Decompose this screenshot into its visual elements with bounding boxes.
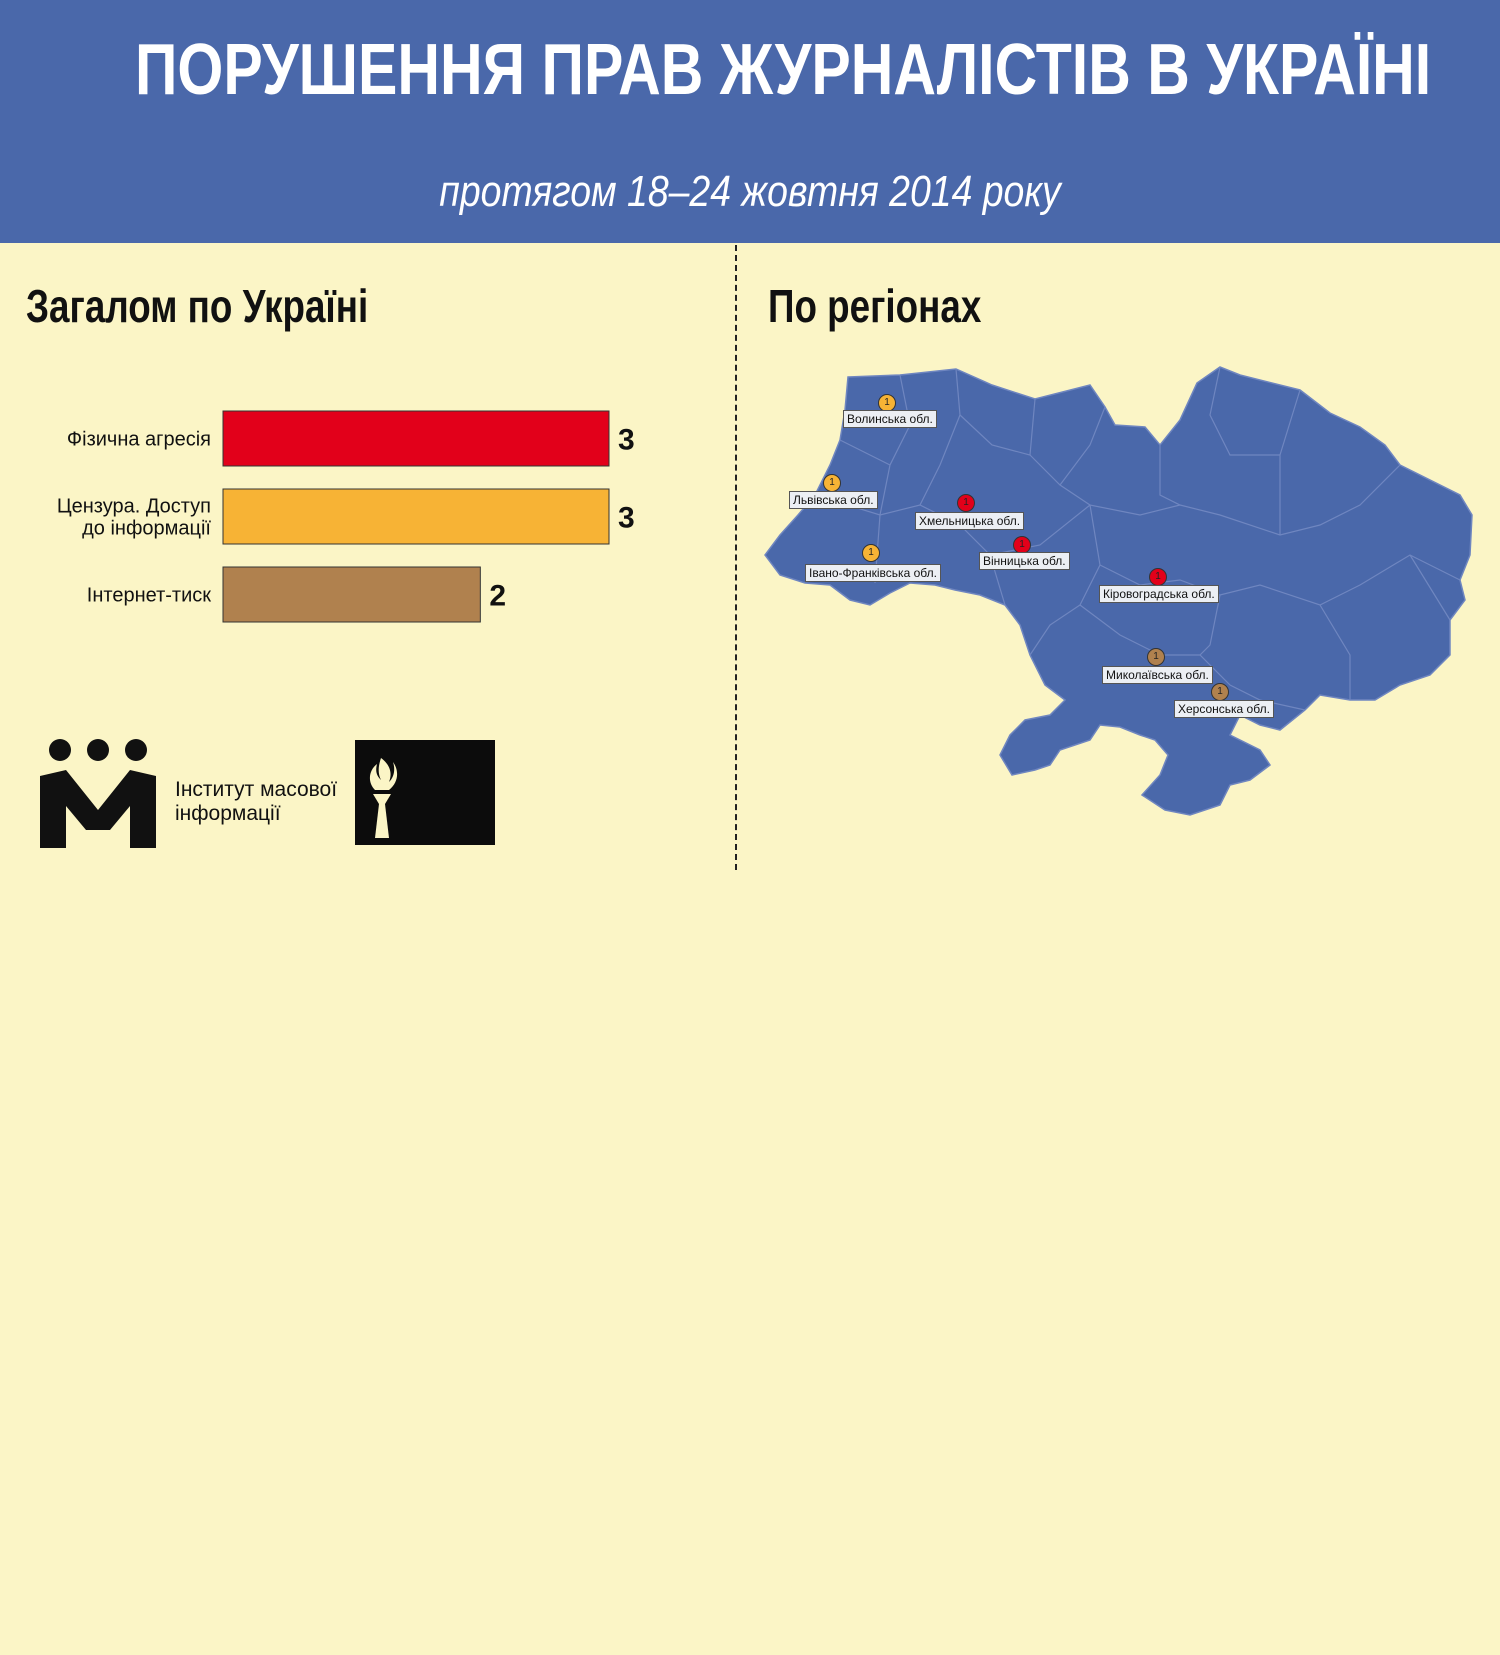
imi-logo-dot-middle xyxy=(87,739,109,761)
imi-name-line1: Інститут масової xyxy=(175,778,338,801)
region-label-7: Херсонська обл. xyxy=(1174,700,1274,718)
overall-section-title: Загалом по Україні xyxy=(26,280,369,332)
region-marker-2: 1 xyxy=(957,494,975,512)
bar-2 xyxy=(222,566,481,623)
bar-category-label-2: Інтернет-тиск xyxy=(87,585,211,607)
page-subtitle: протягом 18–24 жовтня 2014 року xyxy=(439,167,1061,216)
region-marker-3: 1 xyxy=(862,544,880,562)
bar-category-label-1: Цензура. Доступ до інформації xyxy=(57,496,212,540)
region-label-3: Івано-Франківська обл. xyxy=(805,564,941,582)
bar-1 xyxy=(222,488,610,545)
page-title: ПОРУШЕННЯ ПРАВ ЖУРНАЛІСТІВ В УКРАЇНІ xyxy=(135,30,1432,110)
region-label-0: Волинська обл. xyxy=(843,410,937,428)
regions-section-title: По регіонах xyxy=(768,280,982,332)
imi-logo-dot-left xyxy=(49,739,71,761)
imi-logo-letter xyxy=(40,770,156,848)
bar-category-line: Інтернет-тиск xyxy=(87,585,211,607)
imi-logo-dot-right xyxy=(125,739,147,761)
bar-category-label-0: Фізична агресія xyxy=(67,429,211,451)
imi-name-line2: інформації xyxy=(175,802,281,825)
section-divider xyxy=(735,245,737,870)
region-marker-6: 1 xyxy=(1147,648,1165,666)
header-banner xyxy=(0,0,1500,243)
region-marker-7: 1 xyxy=(1211,683,1229,701)
region-marker-5: 1 xyxy=(1149,568,1167,586)
bar-0 xyxy=(222,410,610,467)
ukraine-map xyxy=(764,366,1473,816)
region-label-5: Кіровоградська обл. xyxy=(1099,585,1219,603)
region-label-6: Миколаївська обл. xyxy=(1102,666,1213,684)
imi-name: Інститут масової інформації xyxy=(175,778,337,826)
torch-icon xyxy=(369,758,398,838)
region-label-1: Львівська обл. xyxy=(789,491,878,509)
imi-logo xyxy=(40,739,156,848)
bar-category-line: до інформації xyxy=(82,518,211,540)
bar-value-label-1: 3 xyxy=(618,502,635,535)
bar-category-line: Фізична агресія xyxy=(67,429,211,451)
region-marker-1: 1 xyxy=(823,474,841,492)
bar-value-label-0: 3 xyxy=(618,424,635,457)
freedom-house-line2: HOUSE xyxy=(768,1515,806,1615)
bar-value-label-2: 2 xyxy=(489,580,506,613)
region-label-2: Хмельницька обл. xyxy=(915,512,1025,530)
bar-chart: Фізична агресія 3 Цензура. Доступ до інформ… xyxy=(57,410,635,623)
freedom-house-wordmark: FREEDOM HOUSE xyxy=(757,1465,857,1615)
freedom-house-logo: FREEDOM HOUSE xyxy=(355,740,806,1615)
region-label-4: Вінницька обл. xyxy=(979,552,1070,570)
bar-category-line: Цензура. Доступ xyxy=(57,496,211,518)
